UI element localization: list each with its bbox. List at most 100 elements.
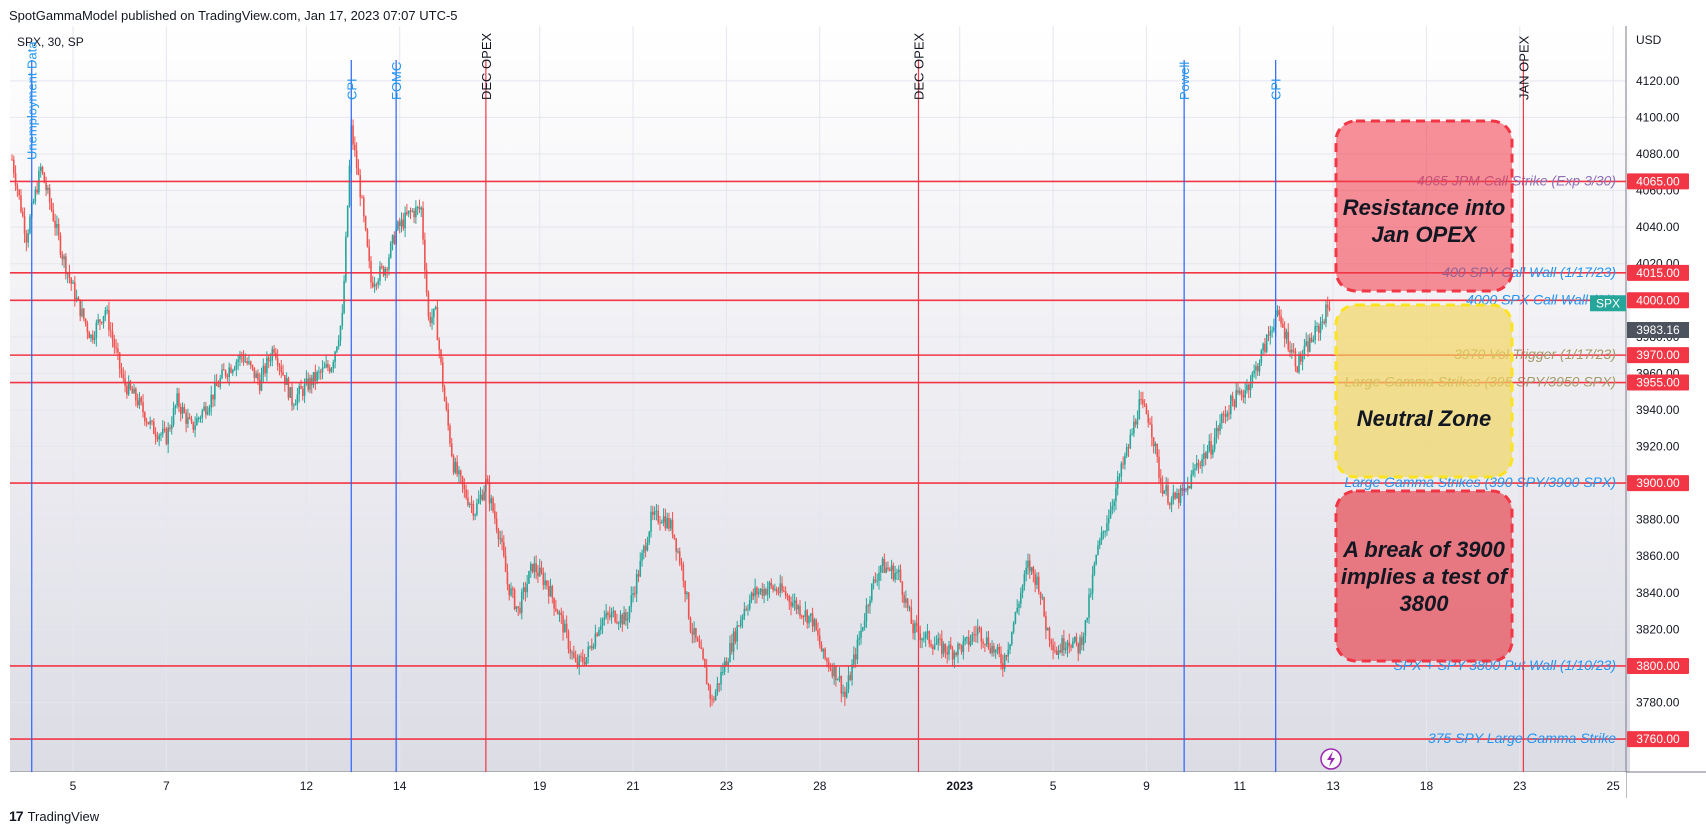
candle-body <box>106 310 108 312</box>
candle-body <box>1014 612 1017 624</box>
lightning-icon[interactable] <box>1320 748 1342 770</box>
candle-body <box>445 401 448 410</box>
candle <box>926 623 929 640</box>
candle <box>650 505 652 538</box>
candle-body <box>52 209 55 221</box>
candle-body <box>994 649 997 653</box>
candle-body <box>686 592 688 595</box>
candle <box>786 593 789 601</box>
candle <box>686 590 688 600</box>
candle <box>93 331 96 344</box>
candle-body <box>474 514 476 516</box>
level-badge-text: 3760.00 <box>1636 732 1680 746</box>
candle <box>585 657 588 666</box>
candle <box>337 335 340 350</box>
candle <box>1005 654 1008 661</box>
candle <box>1323 318 1325 325</box>
candle-body <box>621 614 624 625</box>
candle <box>745 605 747 612</box>
tradingview-logo[interactable]: 17 TradingView <box>9 808 99 824</box>
candle <box>449 423 451 447</box>
candle <box>314 364 317 391</box>
candle-body <box>867 605 870 607</box>
candle-body <box>590 646 593 649</box>
candle <box>924 631 927 647</box>
candle-body <box>989 647 992 654</box>
candle-body <box>1070 645 1072 648</box>
candle-body <box>190 418 193 422</box>
candle-body <box>1000 653 1002 664</box>
candle-body <box>533 563 536 572</box>
candle-body <box>424 239 426 271</box>
candle-body <box>1160 477 1162 485</box>
candle-body <box>470 503 473 505</box>
candle-body <box>117 348 119 353</box>
level-badge-bg <box>1627 173 1689 190</box>
candle-body <box>481 494 484 501</box>
level-badge: 3760.00 <box>1627 731 1689 748</box>
candle <box>822 648 825 659</box>
candle-body <box>1052 644 1054 651</box>
candle <box>736 620 738 650</box>
candle-body <box>499 538 502 540</box>
candle <box>1025 560 1027 582</box>
candle-body <box>698 641 701 648</box>
candle-body <box>501 538 503 543</box>
candle <box>844 686 846 706</box>
candle-body <box>206 411 209 415</box>
candle-body <box>1280 315 1282 324</box>
candle-body <box>899 569 902 582</box>
candle-body <box>50 202 53 210</box>
x-tick-label: 12 <box>300 779 314 793</box>
candle <box>1102 530 1105 540</box>
candle-body <box>944 643 947 652</box>
candle-body <box>1100 532 1103 541</box>
candle-body <box>567 631 570 649</box>
candle-body <box>894 573 896 580</box>
candle-body <box>704 658 706 668</box>
level-badge-text: 4065.00 <box>1636 174 1680 188</box>
candle-body <box>1192 470 1194 475</box>
candle-body <box>775 589 778 593</box>
candle <box>393 231 396 246</box>
candle-body <box>1325 304 1327 324</box>
candle <box>687 591 690 620</box>
candle-body <box>84 318 87 324</box>
candle <box>1088 588 1090 624</box>
candle <box>817 622 819 641</box>
candle-body <box>11 159 13 161</box>
candle-body <box>118 352 121 369</box>
candle <box>1118 473 1121 482</box>
candle-body <box>438 340 441 350</box>
candle-body <box>508 584 511 596</box>
candle <box>912 619 914 640</box>
candle <box>1131 428 1133 436</box>
candle-body <box>1181 487 1184 491</box>
candle <box>696 636 699 642</box>
candle <box>564 619 566 633</box>
candle <box>601 617 604 634</box>
candle-body <box>1084 620 1087 636</box>
candle <box>1129 429 1132 450</box>
candle-body <box>826 658 828 662</box>
candle <box>1063 630 1065 657</box>
candle-body <box>1081 637 1083 645</box>
candle-body <box>939 638 941 640</box>
candle <box>389 240 392 259</box>
candle-body <box>244 361 247 363</box>
candle <box>111 322 114 348</box>
candle <box>262 358 265 384</box>
candle <box>919 625 922 648</box>
candle <box>653 506 656 521</box>
candle <box>937 632 940 651</box>
event-label: FOMC <box>389 62 404 100</box>
candle-body <box>1068 642 1071 646</box>
candle-body <box>188 417 191 419</box>
candle-body <box>54 220 56 228</box>
candle-body <box>585 657 588 665</box>
candle-body <box>1215 427 1218 438</box>
candle-body <box>1328 307 1331 310</box>
candle-body <box>172 408 175 425</box>
candle-body <box>287 378 290 398</box>
